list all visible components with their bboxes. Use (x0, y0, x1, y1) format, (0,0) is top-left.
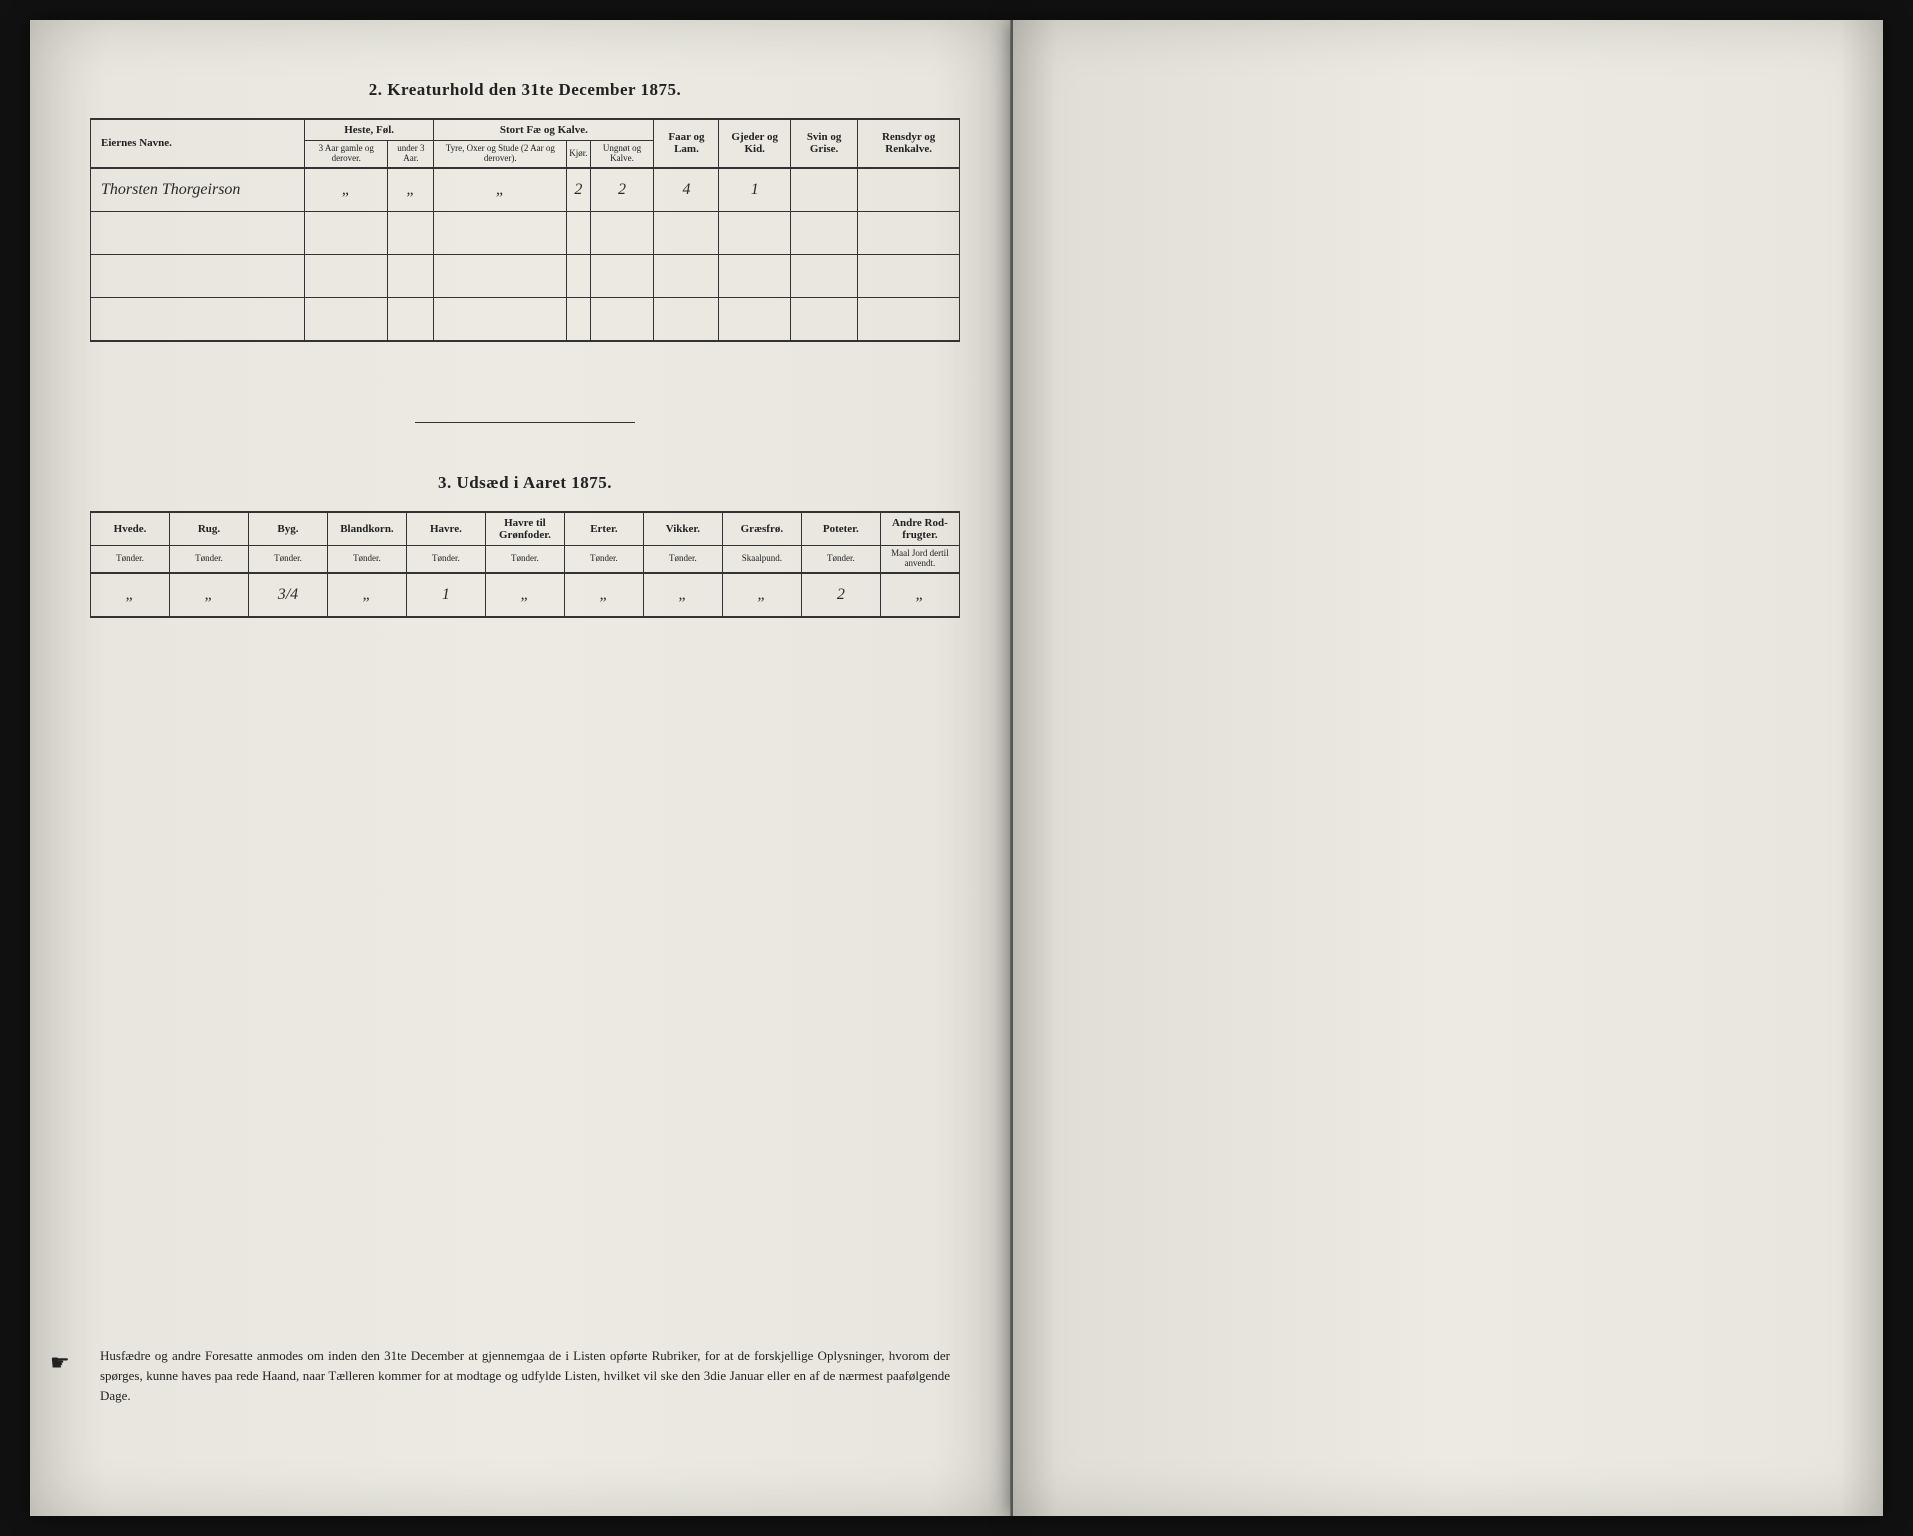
t3-cell: „ (643, 573, 722, 617)
t3-unit: Tønder. (248, 545, 327, 572)
table-kreaturhold: Eiernes Navne. Heste, Føl. Stort Fæ og K… (90, 118, 960, 342)
t3-header: Hvede. (91, 512, 170, 546)
t3-unit: Tønder. (327, 545, 406, 572)
t3-cell: „ (722, 573, 801, 617)
section2-title: 2. Kreaturhold den 31te December 1875. (90, 80, 960, 100)
t3-unit: Tønder. (485, 545, 564, 572)
cell-heste1: „ (305, 168, 388, 212)
right-page (1011, 20, 1883, 1516)
t3-cell: 2 (801, 573, 880, 617)
th-fe1: Tyre, Oxer og Stude (2 Aar og derover). (434, 141, 567, 168)
t3-cell: 3/4 (248, 573, 327, 617)
t3-header: Havre til Grønfoder. (485, 512, 564, 546)
left-page: 2. Kreaturhold den 31te December 1875. E… (30, 20, 1011, 1516)
t3-unit: Maal Jord dertil anvendt. (880, 545, 959, 572)
th-faar: Faar og Lam. (654, 119, 719, 168)
cell-faar: 4 (654, 168, 719, 212)
t3-header: Vikker. (643, 512, 722, 546)
th-heste: Heste, Føl. (305, 119, 434, 141)
t3-header: Byg. (248, 512, 327, 546)
th-fe2: Kjør. (567, 141, 590, 168)
t3-unit: Skaalpund. (722, 545, 801, 572)
cell-fe2: 2 (567, 168, 590, 212)
cell-name: Thorsten Thorgeirson (91, 168, 305, 212)
t3-header: Græsfrø. (722, 512, 801, 546)
t3-cell: 1 (406, 573, 485, 617)
th-heste1: 3 Aar gamle og derover. (305, 141, 388, 168)
t3-unit: Tønder. (643, 545, 722, 572)
t3-header: Poteter. (801, 512, 880, 546)
book-spread: 2. Kreaturhold den 31te December 1875. E… (0, 0, 1913, 1536)
cell-heste2: „ (388, 168, 434, 212)
t3-cell: „ (485, 573, 564, 617)
divider (415, 422, 635, 423)
th-heste2: under 3 Aar. (388, 141, 434, 168)
th-fe3: Ungnøt og Kalve. (590, 141, 654, 168)
footer-text: Husfædre og andre Foresatte anmodes om i… (100, 1348, 950, 1403)
cell-fe3: 2 (590, 168, 654, 212)
t3-header: Erter. (564, 512, 643, 546)
t3-header: Rug. (169, 512, 248, 546)
t3-header: Andre Rod-frugter. (880, 512, 959, 546)
cell-fe1: „ (434, 168, 567, 212)
t3-header: Havre. (406, 512, 485, 546)
t3-cell: „ (564, 573, 643, 617)
t3-cell: „ (91, 573, 170, 617)
th-svin: Svin og Grise. (790, 119, 857, 168)
cell-gjeder: 1 (719, 168, 790, 212)
footer-note: ☛ Husfædre og andre Foresatte anmodes om… (100, 1346, 950, 1406)
section-udsaed: 3. Udsæd i Aaret 1875. Hvede.Rug.Byg.Bla… (90, 473, 960, 618)
t3-cell: „ (169, 573, 248, 617)
th-name: Eiernes Navne. (91, 119, 305, 168)
t3-unit: Tønder. (564, 545, 643, 572)
th-stortfe: Stort Fæ og Kalve. (434, 119, 654, 141)
cell-ren (858, 168, 960, 212)
t3-header: Blandkorn. (327, 512, 406, 546)
table-udsaed: Hvede.Rug.Byg.Blandkorn.Havre.Havre til … (90, 511, 960, 618)
t3-cell: „ (880, 573, 959, 617)
th-gjeder: Gjeder og Kid. (719, 119, 790, 168)
t3-unit: Tønder. (406, 545, 485, 572)
hand-icon: ☛ (50, 1346, 90, 1380)
t3-unit: Tønder. (169, 545, 248, 572)
section3-title: 3. Udsæd i Aaret 1875. (90, 473, 960, 493)
section-kreaturhold: 2. Kreaturhold den 31te December 1875. E… (90, 80, 960, 342)
t3-unit: Tønder. (801, 545, 880, 572)
t3-unit: Tønder. (91, 545, 170, 572)
th-ren: Rensdyr og Renkalve. (858, 119, 960, 168)
cell-svin (790, 168, 857, 212)
t3-cell: „ (327, 573, 406, 617)
